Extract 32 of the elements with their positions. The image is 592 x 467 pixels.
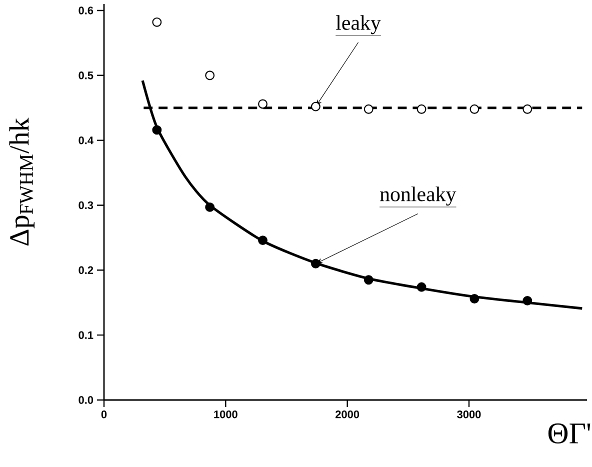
annotation: leaky — [336, 15, 381, 34]
point — [470, 104, 480, 114]
point — [205, 70, 215, 80]
x-tick-label: 0 — [101, 410, 107, 418]
point — [364, 104, 374, 114]
y-tick-label: 0.4 — [78, 136, 94, 144]
x-axis-title: ΘΓ' — [548, 423, 590, 444]
y-tick-label: 0.1 — [78, 331, 94, 339]
point — [258, 99, 268, 109]
point — [522, 104, 532, 114]
point — [152, 125, 162, 135]
point — [470, 294, 480, 304]
point — [310, 102, 320, 112]
y-axis-title: Δp$_{FWHM}$/hk — [9, 118, 35, 246]
y-tick-label: 0.6 — [78, 6, 94, 14]
point — [310, 258, 320, 268]
point — [416, 282, 426, 292]
y-tick-label: 0.3 — [78, 201, 94, 210]
point — [416, 104, 426, 114]
point — [258, 236, 268, 246]
y-tick-label: 0.5 — [78, 72, 94, 80]
line-series — [141, 79, 584, 310]
x-tick-label: 2000 — [336, 410, 360, 418]
y-tick-label: 0.2 — [78, 266, 94, 274]
x-tick-label: 3000 — [457, 410, 481, 418]
point — [205, 202, 215, 212]
point — [522, 296, 532, 306]
point — [364, 275, 374, 285]
x-tick-label: 1000 — [214, 410, 238, 418]
point — [152, 17, 162, 27]
y-tick-label: 0.0 — [78, 396, 94, 404]
annotation: nonleaky — [380, 186, 456, 206]
